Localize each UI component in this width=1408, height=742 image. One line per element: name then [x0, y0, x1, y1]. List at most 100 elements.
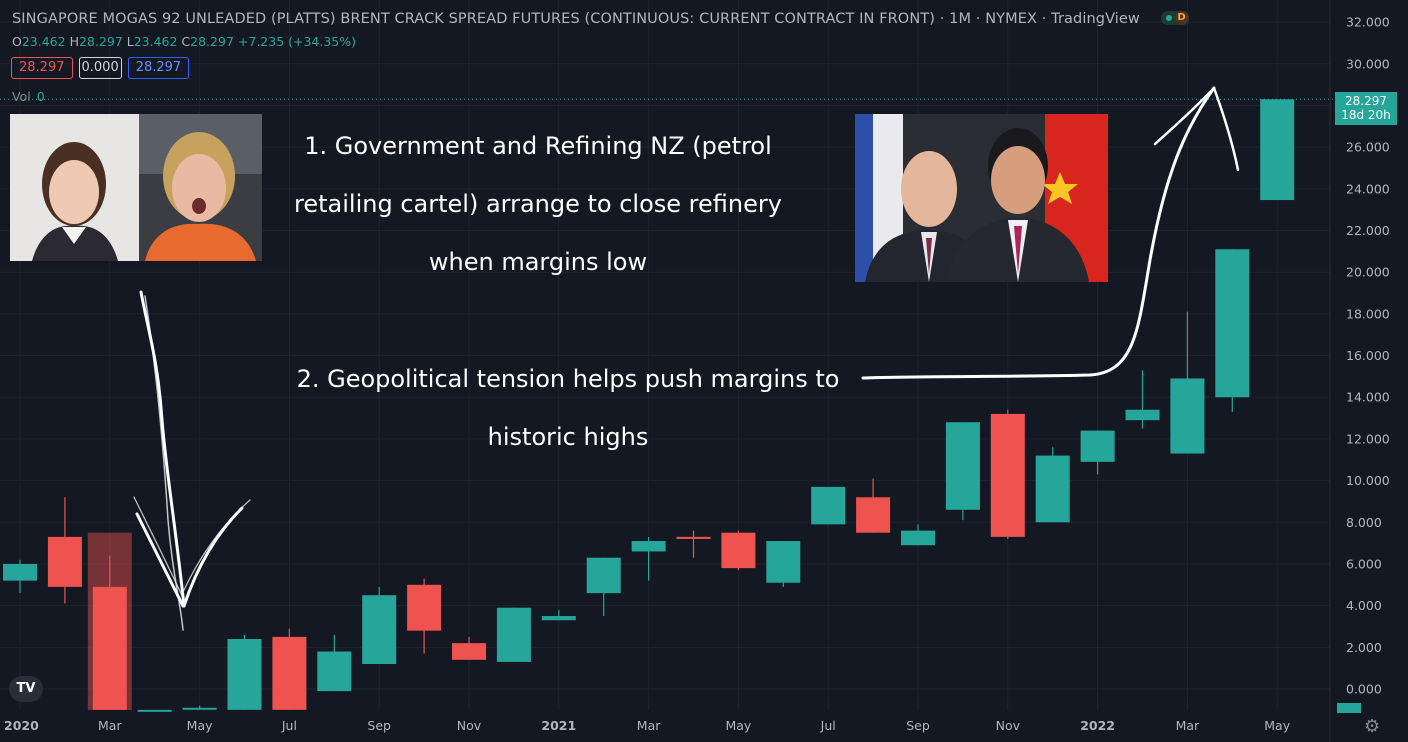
low-value: 23.462	[133, 34, 178, 49]
candle	[452, 636, 486, 660]
x-tick-label: Sep	[367, 718, 391, 733]
x-tick-label: Mar	[98, 718, 122, 733]
order-price-boxes: 28.297 0.000 28.297	[11, 57, 190, 79]
down-arrow-right-wing	[182, 506, 244, 608]
x-tick-label: Sep	[906, 718, 930, 733]
y-tick-label: 32.000	[1346, 15, 1390, 30]
annotation-note-1: 1. Government and Refining NZ (petrol re…	[278, 117, 798, 291]
y-tick-label: 12.000	[1346, 431, 1390, 446]
down-arrow-stroke-faint	[144, 295, 184, 631]
candle-body	[721, 532, 756, 569]
candle-body	[227, 638, 262, 710]
candle	[407, 578, 442, 654]
candle-body	[452, 643, 486, 660]
bar-countdown: 18d 20h	[1341, 108, 1391, 122]
candle-body	[317, 651, 352, 692]
x-tick-label: Jul	[281, 718, 297, 733]
volume-readout: Vol 0	[12, 89, 45, 104]
candle-body	[407, 584, 442, 631]
delayed-badge: D	[1174, 11, 1189, 25]
candle	[721, 530, 756, 571]
x-tick-label: May	[187, 718, 213, 733]
hand-drawn-annotations	[133, 86, 1240, 631]
y-tick-label: 2.000	[1346, 640, 1382, 655]
y-tick-label: 6.000	[1346, 556, 1382, 571]
up-arrow-left-wing	[1153, 86, 1216, 146]
sell-price-box[interactable]: 28.297	[11, 57, 73, 79]
candle	[1170, 311, 1205, 454]
candle-body	[137, 709, 172, 712]
market-status-indicator[interactable]: D	[1160, 11, 1189, 25]
candle-body	[1170, 378, 1205, 454]
down-arrow-left-wing	[135, 512, 185, 608]
y-tick-label: 14.000	[1346, 390, 1390, 405]
photo-two-leaders	[855, 114, 1108, 282]
candle-body	[676, 536, 711, 539]
x-tick-label: May	[1264, 718, 1290, 733]
down-arrow-stroke	[139, 290, 186, 608]
candle	[1125, 370, 1160, 429]
up-arrow-right-wing	[1212, 86, 1240, 172]
candle	[137, 709, 172, 712]
time-axis[interactable]: 2020 Mar May Jul Sep Nov 2021 Mar May Jul Sep Nov 20…	[4, 718, 1291, 733]
x-tick-label: Nov	[457, 718, 482, 733]
photo-two-leaders-image	[855, 114, 1108, 282]
candle-body	[496, 607, 531, 662]
candle-body	[1080, 430, 1115, 462]
candle-body	[1035, 455, 1070, 523]
candle-body	[856, 497, 891, 533]
y-tick-label: 10.000	[1346, 473, 1390, 488]
candle	[272, 628, 307, 710]
y-tick-label: 4.000	[1346, 598, 1382, 613]
candle	[586, 557, 621, 617]
volume-value: 0	[36, 89, 45, 104]
price-axis[interactable]: 32.00030.00028.00026.00024.00022.00020.0…	[1346, 15, 1390, 697]
down-arrow-left-wing-faint	[133, 496, 185, 601]
note2-line2: historic highs	[487, 423, 649, 451]
candle-body	[362, 595, 397, 664]
y-tick-label: 18.000	[1346, 306, 1390, 321]
volume-label: Vol	[12, 89, 31, 104]
candle	[182, 705, 217, 710]
candle-body	[811, 486, 846, 525]
candle	[1215, 249, 1250, 412]
candle	[766, 541, 801, 587]
annotation-note-2: 2. Geopolitical tension helps push margi…	[278, 350, 858, 466]
candle	[47, 497, 82, 604]
candle-body	[3, 563, 37, 581]
candle	[3, 559, 37, 594]
buy-price-box[interactable]: 28.297	[127, 57, 190, 79]
connector-line	[861, 86, 1216, 380]
note1-line3: when margins low	[428, 248, 648, 276]
y-tick-label: 16.000	[1346, 348, 1390, 363]
gear-icon[interactable]: ⚙	[1364, 716, 1381, 737]
candle	[856, 478, 891, 533]
open-value: 23.462	[21, 34, 66, 49]
candle-body	[182, 707, 217, 710]
candle	[1080, 430, 1115, 475]
tradingview-logo-icon[interactable]: TV	[9, 676, 43, 702]
candle	[901, 524, 935, 546]
candle-body	[92, 586, 127, 710]
candle-body	[47, 536, 82, 587]
interval-label[interactable]: 1M	[949, 11, 972, 27]
x-tick-label: Mar	[637, 718, 661, 733]
candle-body	[766, 541, 801, 583]
source-label: TradingView	[1051, 11, 1140, 27]
x-tick-label: 2022	[1080, 718, 1115, 733]
x-tick-label: May	[725, 718, 751, 733]
candle	[1035, 447, 1070, 523]
note1-line1: 1. Government and Refining NZ (petrol	[304, 132, 772, 160]
candle	[676, 530, 711, 558]
close-value: 28.297	[190, 34, 234, 49]
x-tick-label: 2020	[4, 718, 39, 733]
last-price-label: 28.297 18d 20h	[1335, 92, 1397, 125]
high-value: 28.297	[78, 34, 123, 49]
symbol-title[interactable]: SINGAPORE MOGAS 92 UNLEADED (PLATTS) BRE…	[12, 11, 935, 27]
candle	[990, 409, 1025, 539]
candle	[496, 607, 531, 662]
last-price-value: 28.297	[1345, 94, 1387, 108]
y-tick-label: 30.000	[1346, 56, 1390, 71]
candle	[631, 536, 666, 581]
chart-title-bar[interactable]: SINGAPORE MOGAS 92 UNLEADED (PLATTS) BRE…	[12, 11, 1189, 27]
